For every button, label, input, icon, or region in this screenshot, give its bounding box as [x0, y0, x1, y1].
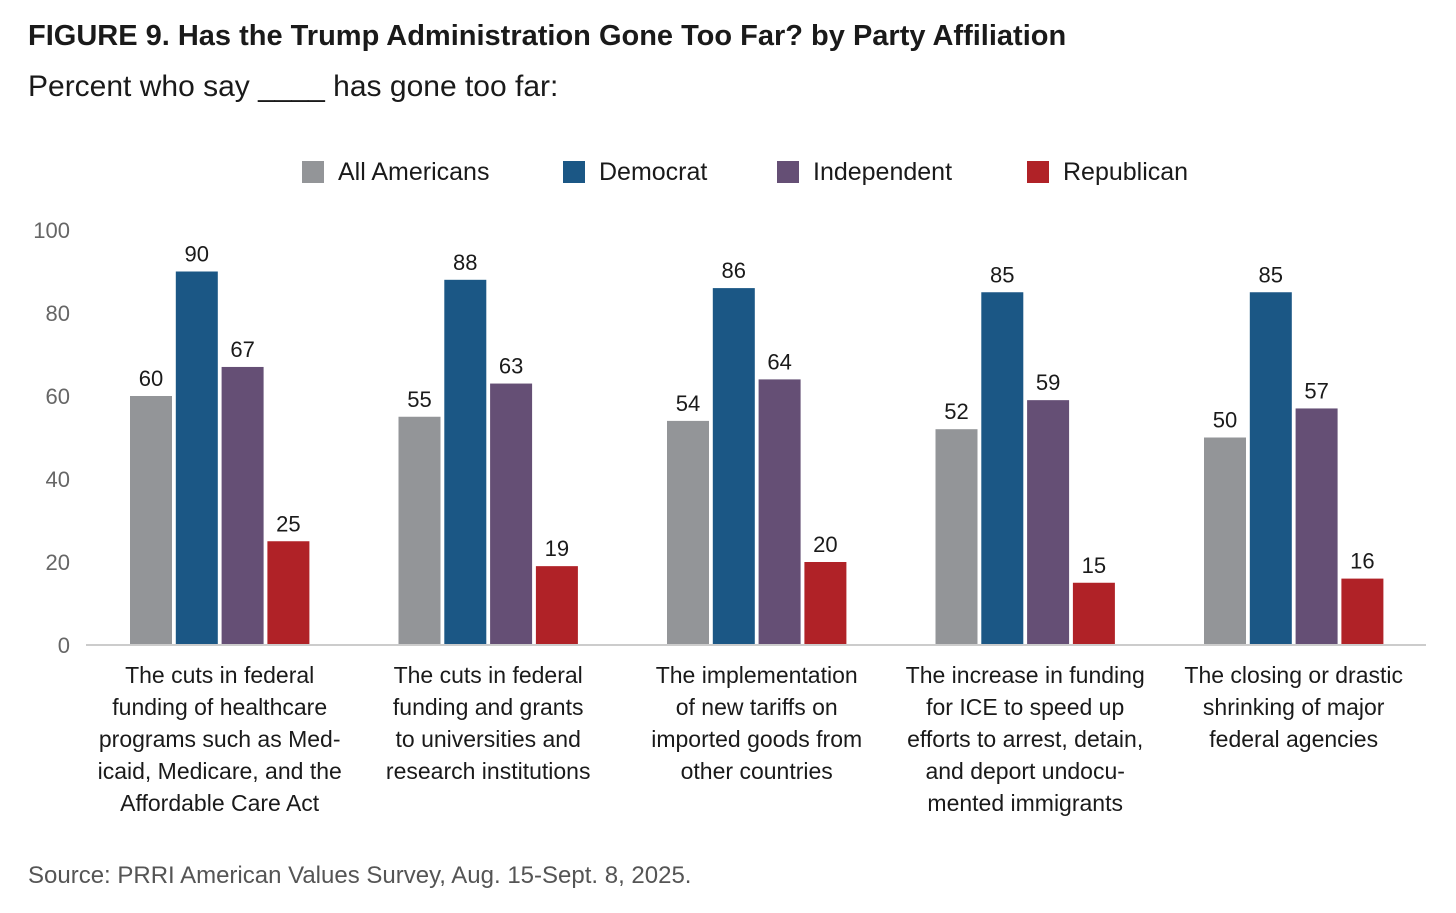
category-label-4: The closing or drastic shrinking of major… — [1184, 662, 1403, 752]
category-label-line: icaid, Medicare, and the — [98, 758, 342, 784]
category-label-line: imported goods from — [651, 726, 862, 752]
legend-item-republican: Republican — [1027, 152, 1188, 192]
category-label-0: The cuts in federal funding of healthcare… — [98, 662, 342, 816]
data-label-independent-0: 67 — [230, 337, 254, 362]
data-label-democrat-4: 85 — [1259, 262, 1283, 287]
category-label-line: efforts to arrest, detain, — [907, 726, 1143, 752]
data-label-republican-1: 19 — [545, 536, 569, 561]
y-tick-label-0: 0 — [58, 633, 70, 658]
legend-item-democrat: Democrat — [563, 152, 707, 192]
category-label-2: The implementation of new tariffs on impor… — [651, 662, 862, 784]
category-label-line: funding of healthcare — [112, 694, 327, 720]
data-label-republican-4: 16 — [1350, 549, 1374, 574]
data-label-all-americans-1: 55 — [407, 387, 431, 412]
category-label-3: The increase in funding for ICE to speed … — [906, 662, 1145, 816]
bar-democrat-3 — [981, 292, 1024, 645]
legend-swatch-democrat — [563, 161, 585, 183]
category-label-line: mented immigrants — [927, 790, 1123, 816]
data-label-independent-1: 63 — [499, 354, 523, 379]
category-label-line: research institutions — [386, 758, 591, 784]
data-label-republican-0: 25 — [276, 511, 300, 536]
category-label-line: and deport undocu- — [925, 758, 1125, 784]
y-tick-label-80: 80 — [46, 301, 70, 326]
legend-label-all-americans: All Americans — [338, 157, 490, 186]
legend-swatch-independent — [777, 161, 799, 183]
data-label-independent-4: 57 — [1304, 378, 1328, 403]
chart-subtitle: Percent who say ____ has gone too far: — [28, 70, 559, 103]
category-label-line: federal agencies — [1209, 726, 1378, 752]
category-label-line: programs such as Med- — [99, 726, 341, 752]
legend-item-all-americans: All Americans — [302, 152, 489, 192]
category-label-line: The cuts in federal — [125, 662, 314, 688]
bar-republican-2 — [804, 562, 847, 645]
category-label-line: other countries — [681, 758, 833, 784]
data-label-democrat-1: 88 — [453, 250, 477, 275]
bar-independent-3 — [1027, 400, 1070, 645]
bar-republican-3 — [1072, 582, 1115, 645]
y-tick-label-20: 20 — [46, 550, 70, 575]
legend: All Americans Democrat Independent Repub… — [0, 152, 1456, 192]
bar-republican-0 — [267, 541, 310, 645]
category-label-line: The closing or drastic — [1184, 662, 1403, 688]
data-label-all-americans-0: 60 — [139, 366, 163, 391]
legend-swatch-all-americans — [302, 161, 324, 183]
category-label-line: to universities and — [396, 726, 581, 752]
data-label-independent-2: 64 — [767, 349, 791, 374]
data-label-independent-3: 59 — [1036, 370, 1060, 395]
bar-democrat-1 — [444, 279, 487, 645]
category-label-line: Affordable Care Act — [120, 790, 320, 816]
bar-all-americans-3 — [935, 429, 978, 645]
source-note: Source: PRRI American Values Survey, Aug… — [28, 862, 692, 889]
bar-republican-4 — [1341, 578, 1384, 645]
data-label-all-americans-3: 52 — [944, 399, 968, 424]
data-label-all-americans-2: 54 — [676, 391, 700, 416]
category-label-line: shrinking of major — [1203, 694, 1385, 720]
category-label-line: funding and grants — [393, 694, 584, 720]
bar-democrat-0 — [175, 271, 218, 645]
category-label-line: of new tariffs on — [676, 694, 838, 720]
category-label-line: The increase in funding — [906, 662, 1145, 688]
bar-independent-2 — [758, 379, 801, 645]
bar-republican-1 — [535, 566, 578, 645]
bar-democrat-2 — [712, 288, 755, 645]
bar-all-americans-2 — [667, 420, 709, 645]
bar-independent-0 — [221, 366, 264, 645]
category-label-line: The cuts in federal — [394, 662, 583, 688]
legend-swatch-republican — [1027, 161, 1049, 183]
y-tick-label-60: 60 — [46, 384, 70, 409]
legend-label-independent: Independent — [813, 157, 953, 186]
legend-item-independent: Independent — [777, 152, 952, 192]
data-label-democrat-0: 90 — [185, 242, 209, 267]
bar-all-americans-4 — [1204, 437, 1246, 645]
y-tick-label-100: 100 — [33, 218, 70, 243]
bar-democrat-4 — [1249, 292, 1292, 645]
data-label-democrat-3: 85 — [990, 262, 1014, 287]
category-label-1: The cuts in federal funding and grants to … — [386, 662, 591, 784]
data-label-democrat-2: 86 — [722, 258, 746, 283]
data-label-republican-3: 15 — [1082, 553, 1106, 578]
legend-label-democrat: Democrat — [599, 157, 708, 186]
legend-label-republican: Republican — [1063, 157, 1189, 186]
category-label-line: The implementation — [656, 662, 858, 688]
bar-independent-4 — [1295, 408, 1338, 645]
data-label-all-americans-4: 50 — [1213, 408, 1237, 433]
chart-title: FIGURE 9. Has the Trump Administration G… — [28, 20, 1067, 52]
bar-all-americans-1 — [398, 416, 441, 645]
data-label-republican-2: 20 — [813, 532, 837, 557]
bar-all-americans-0 — [130, 396, 172, 645]
y-tick-label-40: 40 — [46, 467, 70, 492]
bar-independent-1 — [490, 383, 533, 645]
category-label-line: for ICE to speed up — [926, 694, 1124, 720]
